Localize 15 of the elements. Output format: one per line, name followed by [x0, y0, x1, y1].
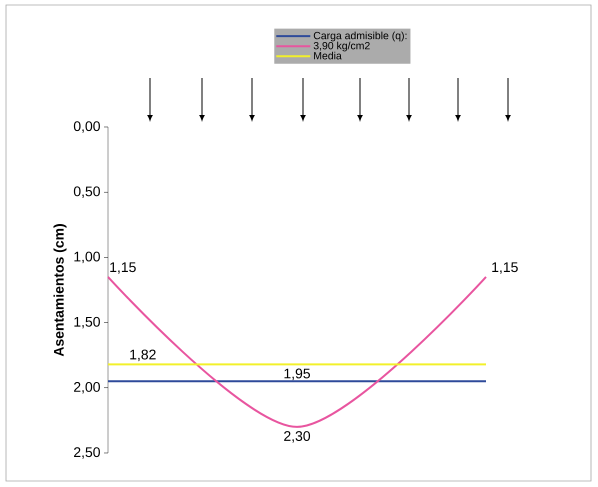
- data-label: 1,15: [110, 262, 136, 274]
- y-tick-label: 0,50: [74, 186, 100, 198]
- y-axis-title: Asentamientos (cm): [54, 224, 66, 356]
- legend-label: Carga admisible (q):: [314, 32, 406, 42]
- y-tick-label: 2,50: [74, 447, 100, 459]
- data-label: 1,15: [492, 262, 518, 274]
- y-tick-label: 0,00: [74, 121, 100, 133]
- y-tick-label: 1,50: [74, 316, 100, 328]
- y-tick-label: 2,00: [74, 382, 100, 394]
- legend-label: Media: [314, 52, 342, 60]
- y-tick-label: 1,00: [74, 252, 100, 264]
- data-label: 1,82: [130, 350, 156, 362]
- data-label: 1,95: [284, 368, 310, 380]
- data-label: 2,30: [284, 431, 310, 443]
- legend-label: 3,90 kg/cm2: [314, 42, 370, 52]
